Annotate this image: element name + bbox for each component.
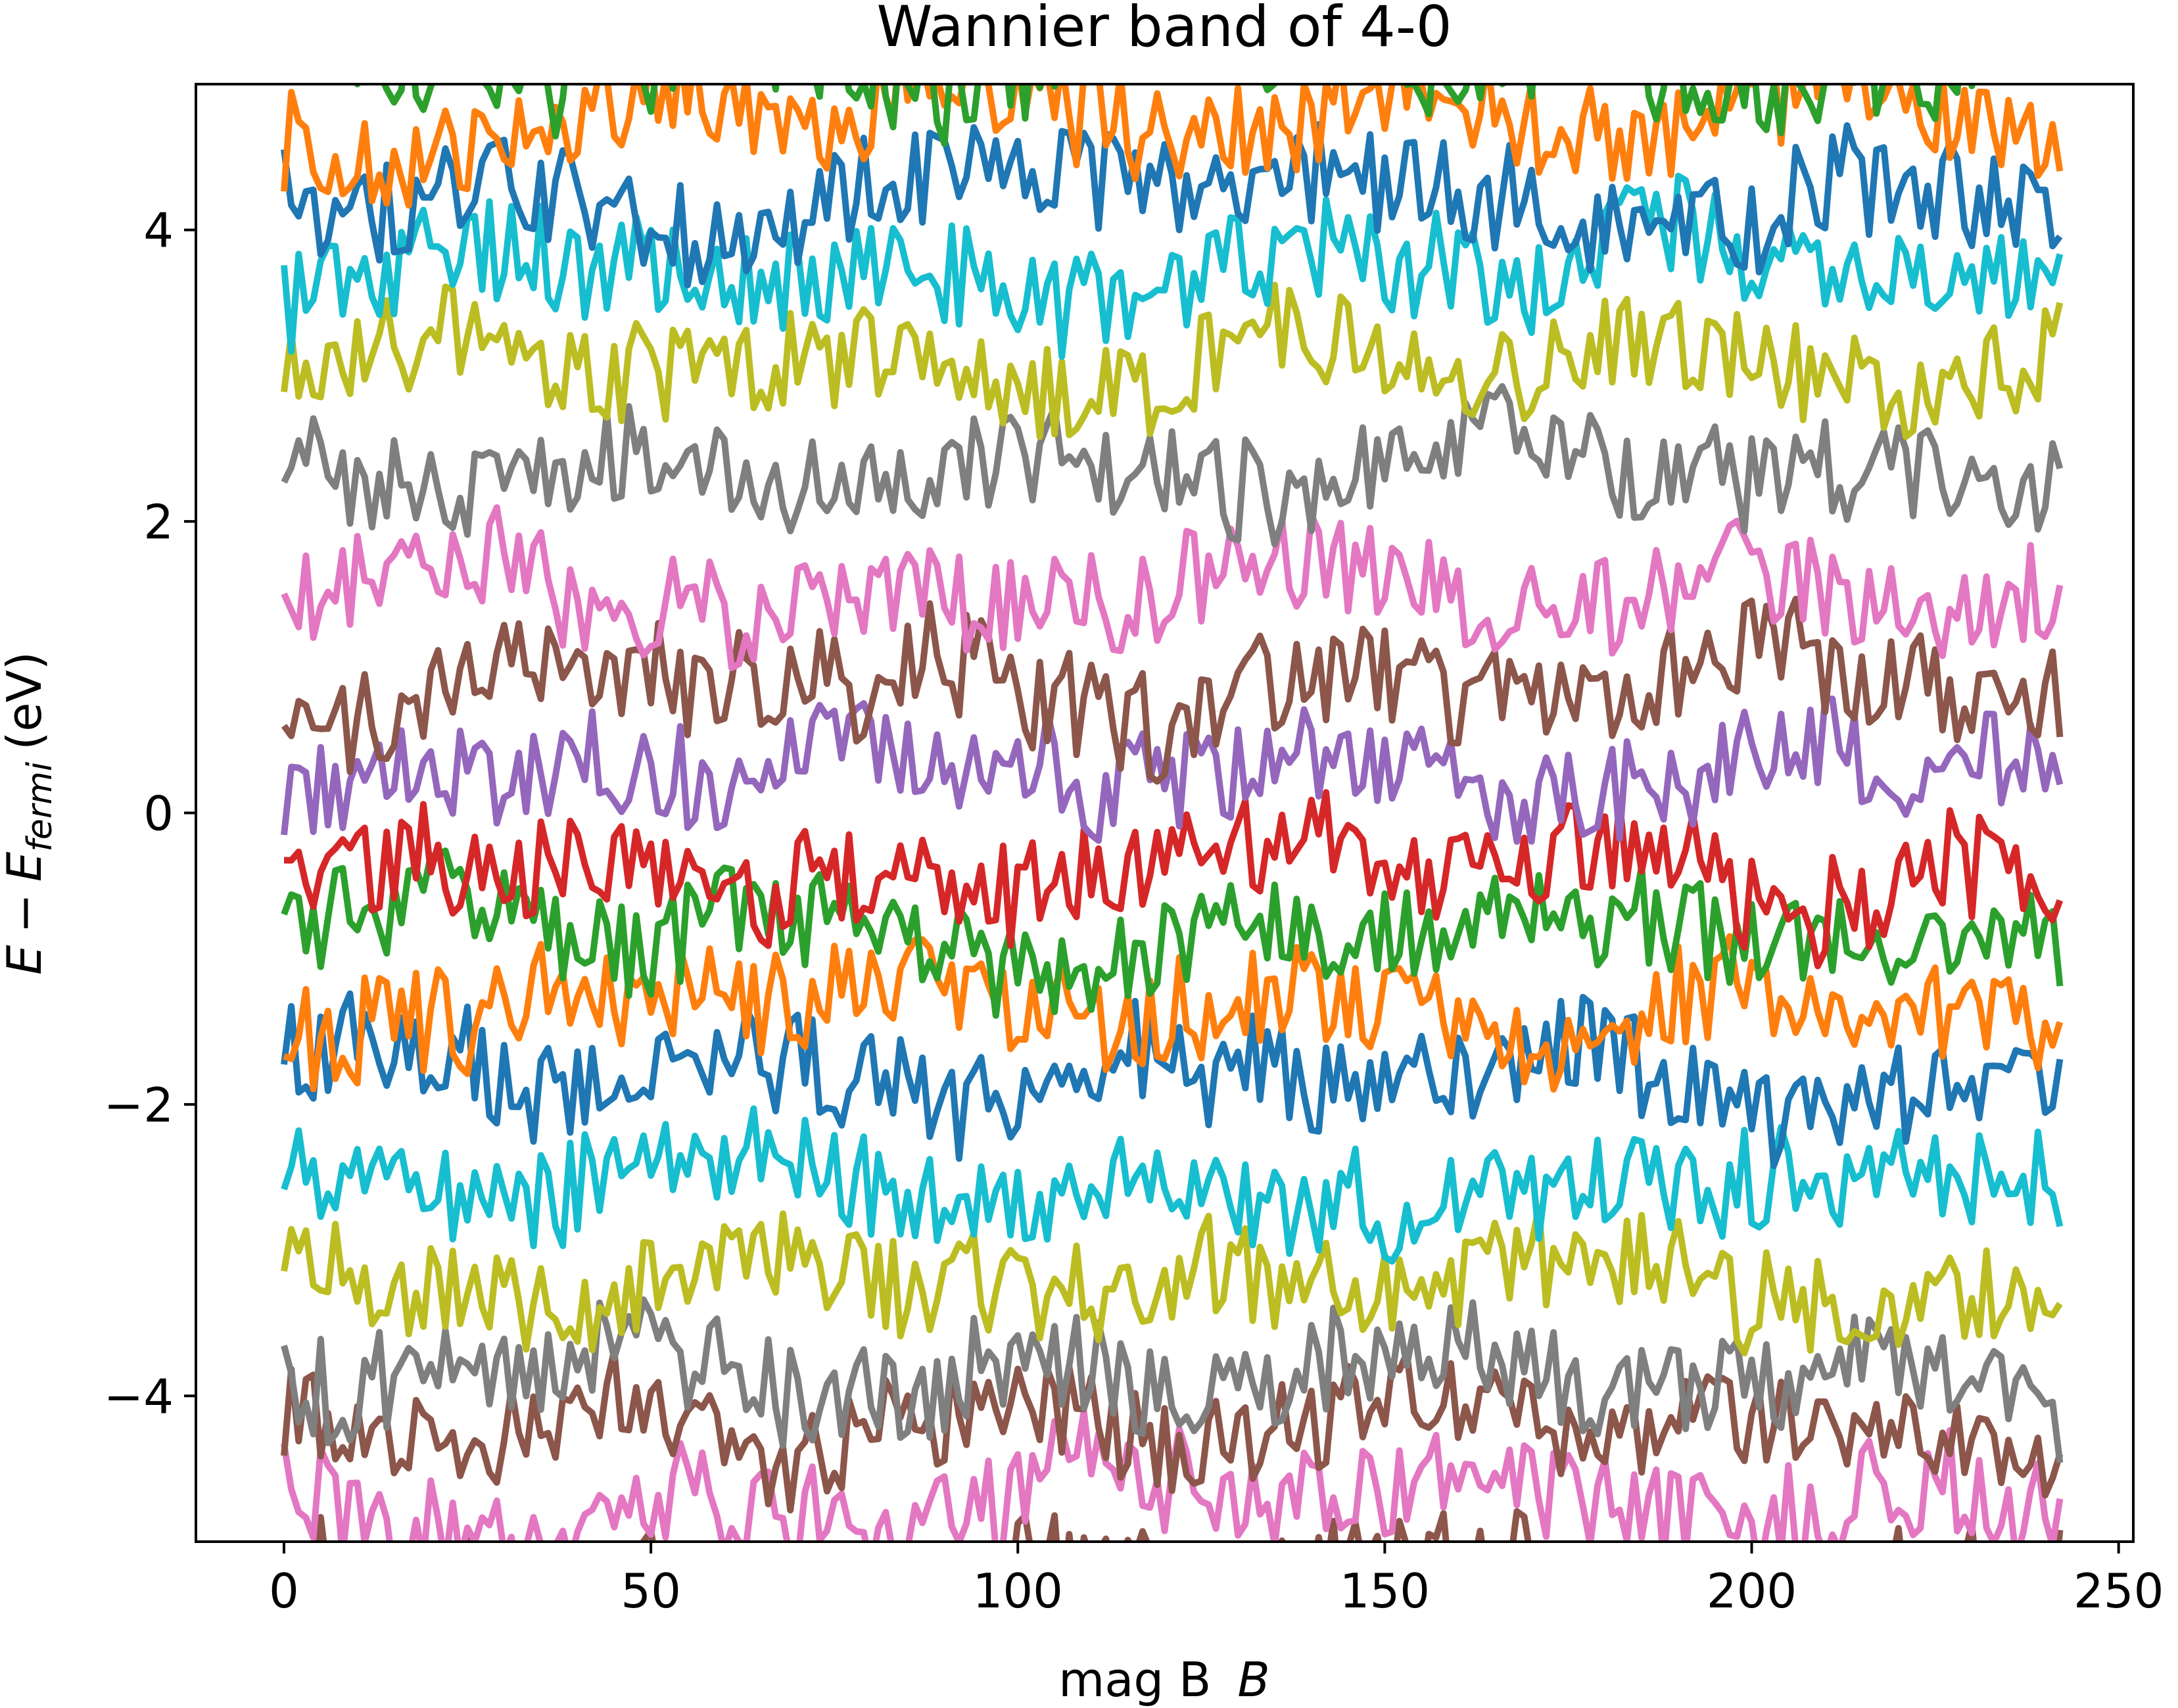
y-axis-label-efermi: E [0, 851, 52, 882]
y-axis-label-e: E [0, 945, 52, 975]
band-line-18 [281, 84, 2064, 209]
x-tick-label: 200 [1707, 1563, 1797, 1619]
band-line-13 [281, 504, 2064, 671]
y-tick-label: −2 [104, 1078, 174, 1133]
x-axis-label-text: mag B [1058, 1652, 1211, 1707]
series-layer [281, 84, 2064, 1542]
x-axis: 0 50 100 150 200 250 [269, 1542, 2164, 1619]
x-tick-label: 250 [2073, 1563, 2164, 1619]
band-line-6 [281, 1105, 2064, 1265]
x-tick-label: 100 [973, 1563, 1063, 1619]
band-line-17 [281, 121, 2063, 289]
band-line-7 [281, 990, 2064, 1170]
y-tick-label: 0 [143, 786, 174, 842]
x-tick-label: 150 [1340, 1563, 1430, 1619]
chart-title: Wannier band of 4-0 [876, 0, 1452, 60]
band-line-10 [283, 789, 2064, 970]
y-axis: −4 −2 0 2 4 [104, 203, 196, 1424]
y-axis-label-subscript: fermi [20, 761, 60, 851]
band-line-5 [281, 1203, 2063, 1357]
band-line-16 [281, 172, 2064, 360]
band-line-11 [281, 695, 2064, 845]
band-line-14 [281, 383, 2064, 548]
y-axis-label: E − Efermi (eV) [0, 652, 60, 975]
band-line-9 [281, 847, 2064, 1019]
band-line-4 [281, 1296, 2064, 1463]
band-line-19 [354, 84, 1976, 147]
band-line-15 [281, 281, 2064, 440]
x-tick-label: 0 [269, 1563, 299, 1619]
y-axis-label-minus: − [0, 893, 52, 933]
band-line-12 [281, 596, 2064, 785]
band-line-3 [281, 1347, 2064, 1514]
y-tick-label: −4 [104, 1369, 174, 1424]
y-axis-label-unit: (eV) [0, 652, 52, 750]
y-tick-label: 4 [143, 203, 174, 258]
x-axis-label-symbol: B [1237, 1652, 1269, 1707]
x-axis-label: mag B B [1058, 1652, 1270, 1707]
y-tick-label: 2 [143, 494, 174, 550]
x-tick-label: 50 [621, 1563, 681, 1619]
